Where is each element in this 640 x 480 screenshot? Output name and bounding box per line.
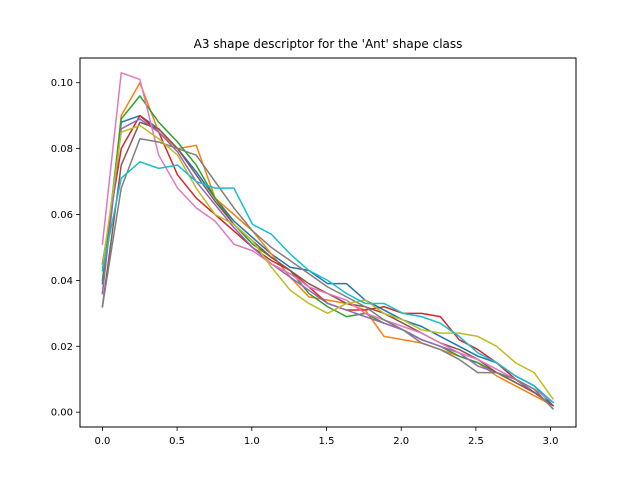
series-line-7 [101,72,555,404]
y-tick-label: 0.00 [51,408,73,419]
plot-frame [79,57,577,428]
x-axis: 0.0 0.5 1.0 1.5 2.0 2.5 3.0 [94,427,559,447]
x-tick-label: 3.0 [543,436,559,447]
x-tick-label: 0.0 [94,436,110,447]
y-tick-label: 0.10 [51,78,73,89]
y-axis: 0.00 0.02 0.04 0.06 0.08 0.10 [51,78,80,419]
series-line-8 [101,137,555,410]
plot-lines [101,72,555,410]
chart-title: A3 shape descriptor for the 'Ant' shape … [194,37,463,51]
series-line-9 [101,124,555,401]
series-line-3 [101,95,555,407]
x-tick-label: 1.0 [244,436,260,447]
y-tick-label: 0.04 [51,276,73,287]
x-tick-label: 1.5 [319,436,335,447]
y-tick-label: 0.02 [51,342,73,353]
x-tick-label: 0.5 [169,436,185,447]
series-line-10 [101,161,555,404]
y-tick-label: 0.06 [51,210,73,221]
y-tick-label: 0.08 [51,144,73,155]
series-line-5 [101,118,555,407]
x-tick-label: 2.0 [393,436,409,447]
x-tick-label: 2.5 [468,436,484,447]
